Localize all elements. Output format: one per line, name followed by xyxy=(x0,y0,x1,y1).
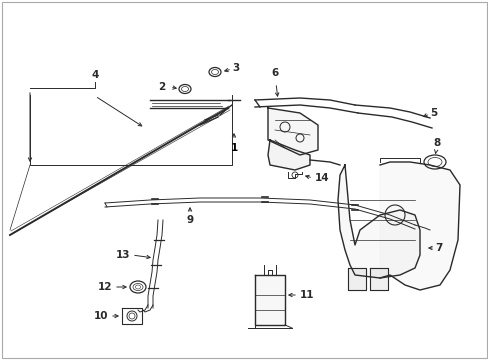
Text: 13: 13 xyxy=(115,250,130,260)
Text: 8: 8 xyxy=(432,138,440,148)
Text: 12: 12 xyxy=(97,282,112,292)
Text: 2: 2 xyxy=(158,82,164,92)
Text: 14: 14 xyxy=(314,173,329,183)
Text: 4: 4 xyxy=(91,70,99,80)
Polygon shape xyxy=(347,268,365,290)
Text: 10: 10 xyxy=(93,311,108,321)
Polygon shape xyxy=(379,162,459,290)
Text: 9: 9 xyxy=(186,215,193,225)
Polygon shape xyxy=(369,268,387,290)
Text: 3: 3 xyxy=(231,63,239,73)
Polygon shape xyxy=(267,140,309,170)
Text: 11: 11 xyxy=(299,290,314,300)
Text: 5: 5 xyxy=(429,108,436,118)
Text: 1: 1 xyxy=(230,134,237,153)
Text: 6: 6 xyxy=(271,68,278,78)
Polygon shape xyxy=(267,108,317,155)
Text: 7: 7 xyxy=(434,243,442,253)
Polygon shape xyxy=(254,275,285,325)
Polygon shape xyxy=(337,165,419,278)
